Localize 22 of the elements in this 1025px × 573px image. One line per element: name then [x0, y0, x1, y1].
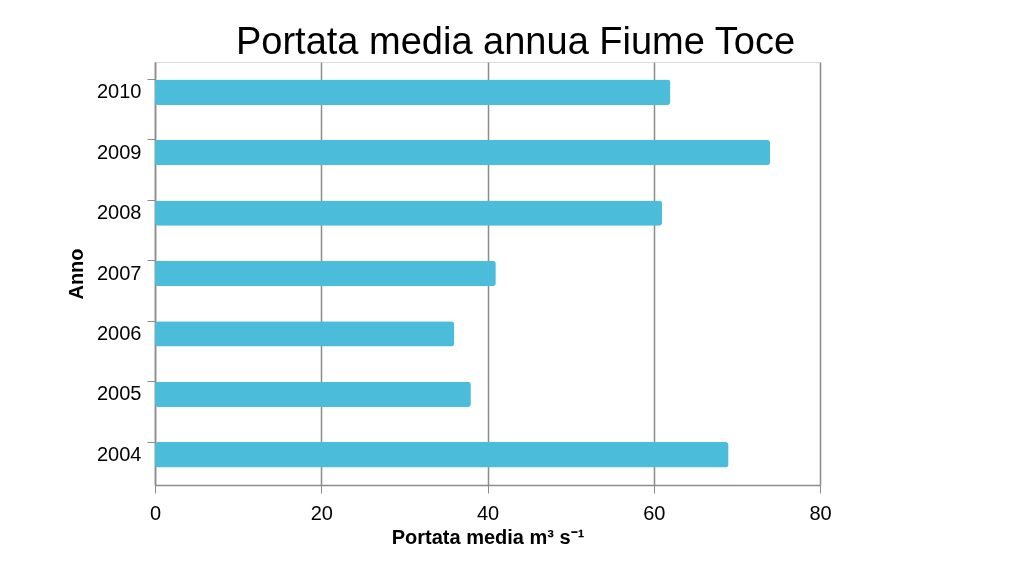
y-tick-label: 2008: [97, 201, 142, 224]
bar: [155, 321, 455, 347]
x-tick-label: 0: [149, 501, 162, 524]
bar: [155, 260, 496, 287]
chart-title: Portata media annua Fiume Toce: [235, 20, 796, 62]
bar: [155, 139, 771, 166]
y-tick-label: 2007: [97, 261, 142, 284]
bar: [155, 381, 471, 408]
x-axis-title: Portata media m³ s⁻¹: [391, 525, 585, 548]
bar: [155, 442, 729, 468]
y-tick-label: 2004: [97, 442, 142, 465]
x-tick-label: 40: [476, 501, 500, 524]
y-tick-label: 2006: [97, 321, 142, 344]
y-axis-title: Anno: [65, 248, 88, 300]
bar: [155, 200, 663, 226]
y-tick-label: 2010: [97, 80, 142, 103]
y-tick-label: 2005: [97, 382, 142, 405]
x-tick-label: 60: [643, 501, 666, 524]
x-tick-label: 80: [809, 501, 832, 524]
y-tick-label: 2009: [97, 140, 142, 163]
x-tick-label: 20: [310, 501, 333, 524]
bar: [155, 79, 671, 105]
